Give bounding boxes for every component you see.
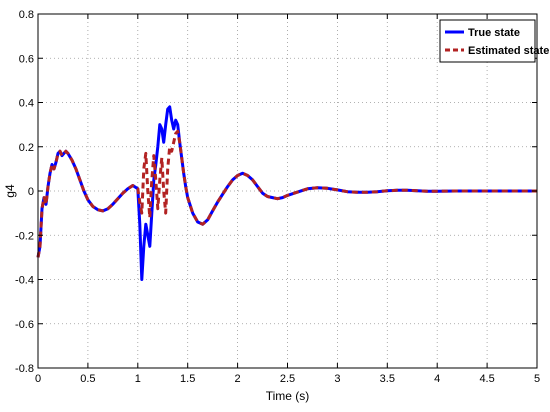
x-tick-label: 1.5 [180,373,195,385]
y-tick-label: 0.8 [19,9,34,21]
x-tick-label: 5 [534,373,540,385]
y-tick-label: -0.6 [15,319,34,331]
x-tick-label: 4 [434,373,440,385]
series-lines [36,105,537,281]
y-tick-label: 0 [28,186,34,198]
x-tick-label: 0 [35,373,41,385]
axis-ticks: 0 0.5 1 1.5 2 2.5 3 3.5 4 4.5 5 -0.8 -0.6 -0.4 -0.2 0 0.… [15,9,540,385]
x-tick-label: 1 [135,373,141,385]
x-tick-label: 0.5 [80,373,95,385]
y-tick-label: 0.2 [19,142,34,154]
x-tick-label: 3.5 [380,373,395,385]
legend-box [439,19,536,63]
y-tick-label: 0.6 [19,53,34,65]
y-tick-label: -0.8 [15,363,34,375]
x-tick-label: 4.5 [479,373,494,385]
legend: True state Estimated state [439,19,549,63]
y-tick-label: 0.4 [19,98,34,110]
legend-label: True state [468,27,520,39]
legend-label: Estimated state [468,45,549,57]
y-tick-label: -0.4 [15,275,34,287]
x-axis-label: Time (s) [266,389,310,403]
x-tick-label: 3 [334,373,340,385]
y-axis-label: g4 [3,184,17,198]
x-tick-label: 2.5 [280,373,295,385]
series-line-estimated-state [36,129,537,258]
x-tick-label: 2 [235,373,241,385]
y-tick-label: -0.2 [15,230,34,242]
